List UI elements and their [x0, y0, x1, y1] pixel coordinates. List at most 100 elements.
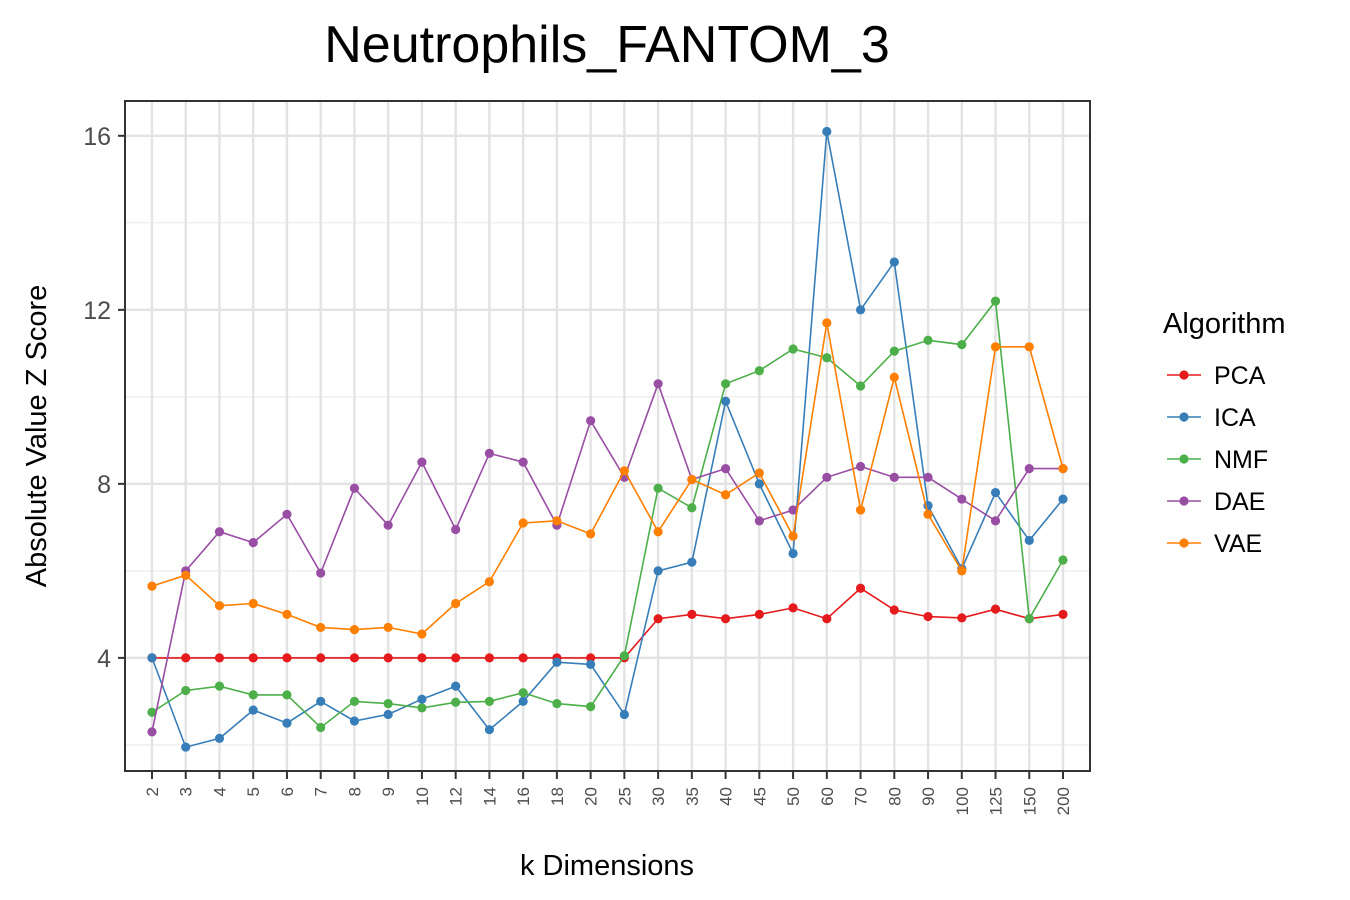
data-point-ica	[147, 653, 157, 663]
data-point-ica	[754, 479, 764, 489]
data-point-vae	[417, 629, 427, 639]
data-point-pca	[518, 653, 528, 663]
y-axis-title: Absolute Value Z Score	[21, 285, 53, 588]
data-point-pca	[282, 653, 292, 663]
data-point-nmf	[687, 503, 697, 513]
data-point-ica	[1058, 494, 1068, 504]
y-tick-label: 4	[97, 645, 111, 673]
data-point-dae	[484, 448, 495, 459]
legend-label: NMF	[1214, 446, 1268, 474]
grid-major	[125, 101, 1090, 771]
data-point-ica	[282, 718, 292, 728]
data-point-dae	[586, 416, 596, 426]
data-point-vae	[822, 318, 832, 328]
data-point-vae	[619, 466, 629, 476]
x-tick-label: 7	[312, 787, 331, 796]
data-point-vae	[720, 490, 731, 500]
data-point-vae	[990, 342, 1001, 352]
data-point-pca	[889, 605, 899, 615]
data-point-nmf	[653, 483, 663, 493]
x-tick-label: 35	[683, 787, 702, 806]
data-point-dae	[248, 537, 258, 548]
data-point-ica	[586, 659, 596, 670]
data-point-pca	[720, 614, 731, 624]
data-point-vae	[214, 601, 225, 611]
data-point-ica	[248, 705, 258, 715]
legend-label: VAE	[1214, 530, 1262, 558]
x-tick-label: 4	[210, 787, 229, 796]
data-point-dae	[1024, 464, 1034, 474]
data-point-dae	[957, 494, 967, 504]
data-point-nmf	[822, 353, 832, 363]
data-point-pca	[855, 583, 866, 593]
data-point-nmf	[147, 707, 157, 717]
data-point-dae	[417, 457, 427, 467]
x-tick-label: 12	[447, 787, 466, 806]
data-point-pca	[957, 613, 967, 623]
data-point-ica	[855, 305, 866, 315]
series-nmf	[147, 296, 1068, 733]
data-point-dae	[451, 524, 461, 535]
legend-item-dae: DAE	[1167, 488, 1265, 516]
x-tick-label: 150	[1020, 787, 1039, 815]
x-tick-label: 90	[919, 787, 938, 806]
data-point-vae	[316, 622, 326, 633]
data-point-ica	[990, 487, 1001, 498]
data-point-nmf	[889, 346, 899, 356]
legend-item-ica: ICA	[1167, 404, 1256, 432]
data-point-dae	[147, 727, 157, 737]
data-point-nmf	[788, 344, 798, 354]
legend-label: ICA	[1214, 404, 1256, 432]
legend-item-vae: VAE	[1167, 530, 1262, 558]
data-point-vae	[383, 622, 393, 633]
data-point-nmf	[1024, 614, 1034, 624]
data-point-nmf	[720, 379, 731, 389]
data-point-pca	[822, 614, 832, 624]
data-point-nmf	[484, 696, 495, 706]
x-tick-label: 2	[143, 787, 162, 796]
x-tick-label: 200	[1054, 787, 1073, 815]
data-point-vae	[349, 625, 360, 635]
data-point-nmf	[923, 335, 933, 345]
x-axis-title: k Dimensions	[520, 850, 694, 882]
data-point-nmf	[552, 698, 562, 709]
legend-key-point	[1179, 370, 1189, 380]
data-point-nmf	[1058, 555, 1068, 565]
data-point-ica	[788, 548, 798, 559]
data-point-dae	[720, 464, 731, 474]
data-point-nmf	[316, 722, 326, 733]
data-point-ica	[619, 709, 629, 720]
series-line-nmf	[151, 299, 1064, 729]
data-point-ica	[383, 709, 393, 720]
x-tick-label: 60	[818, 787, 837, 806]
data-point-vae	[181, 570, 191, 580]
data-point-ica	[316, 696, 326, 706]
x-tick-label: 25	[615, 787, 634, 806]
x-tick-label: 14	[480, 787, 499, 806]
y-axis: 4 8 12 16	[83, 123, 125, 673]
data-point-vae	[754, 468, 764, 478]
data-point-ica	[349, 716, 360, 726]
data-point-pca	[990, 604, 1001, 614]
data-point-ica	[720, 396, 731, 406]
data-point-ica	[484, 725, 495, 735]
x-tick-label: 80	[885, 787, 904, 806]
x-tick-label: 3	[177, 787, 196, 796]
data-point-vae	[518, 518, 528, 528]
data-point-pca	[316, 653, 326, 663]
data-point-vae	[451, 598, 461, 609]
legend-key-point	[1179, 412, 1189, 422]
y-tick-label: 16	[83, 123, 111, 151]
x-tick-label: 40	[717, 787, 736, 806]
data-point-vae	[147, 581, 157, 591]
data-point-ica	[822, 126, 832, 137]
data-point-ica	[1024, 535, 1034, 546]
x-tick-label: 16	[514, 787, 533, 806]
data-point-dae	[754, 516, 764, 526]
series-vae	[147, 318, 1068, 639]
data-point-pca	[383, 653, 393, 663]
data-point-vae	[552, 516, 562, 526]
data-point-ica	[687, 557, 697, 567]
data-point-dae	[518, 457, 528, 467]
